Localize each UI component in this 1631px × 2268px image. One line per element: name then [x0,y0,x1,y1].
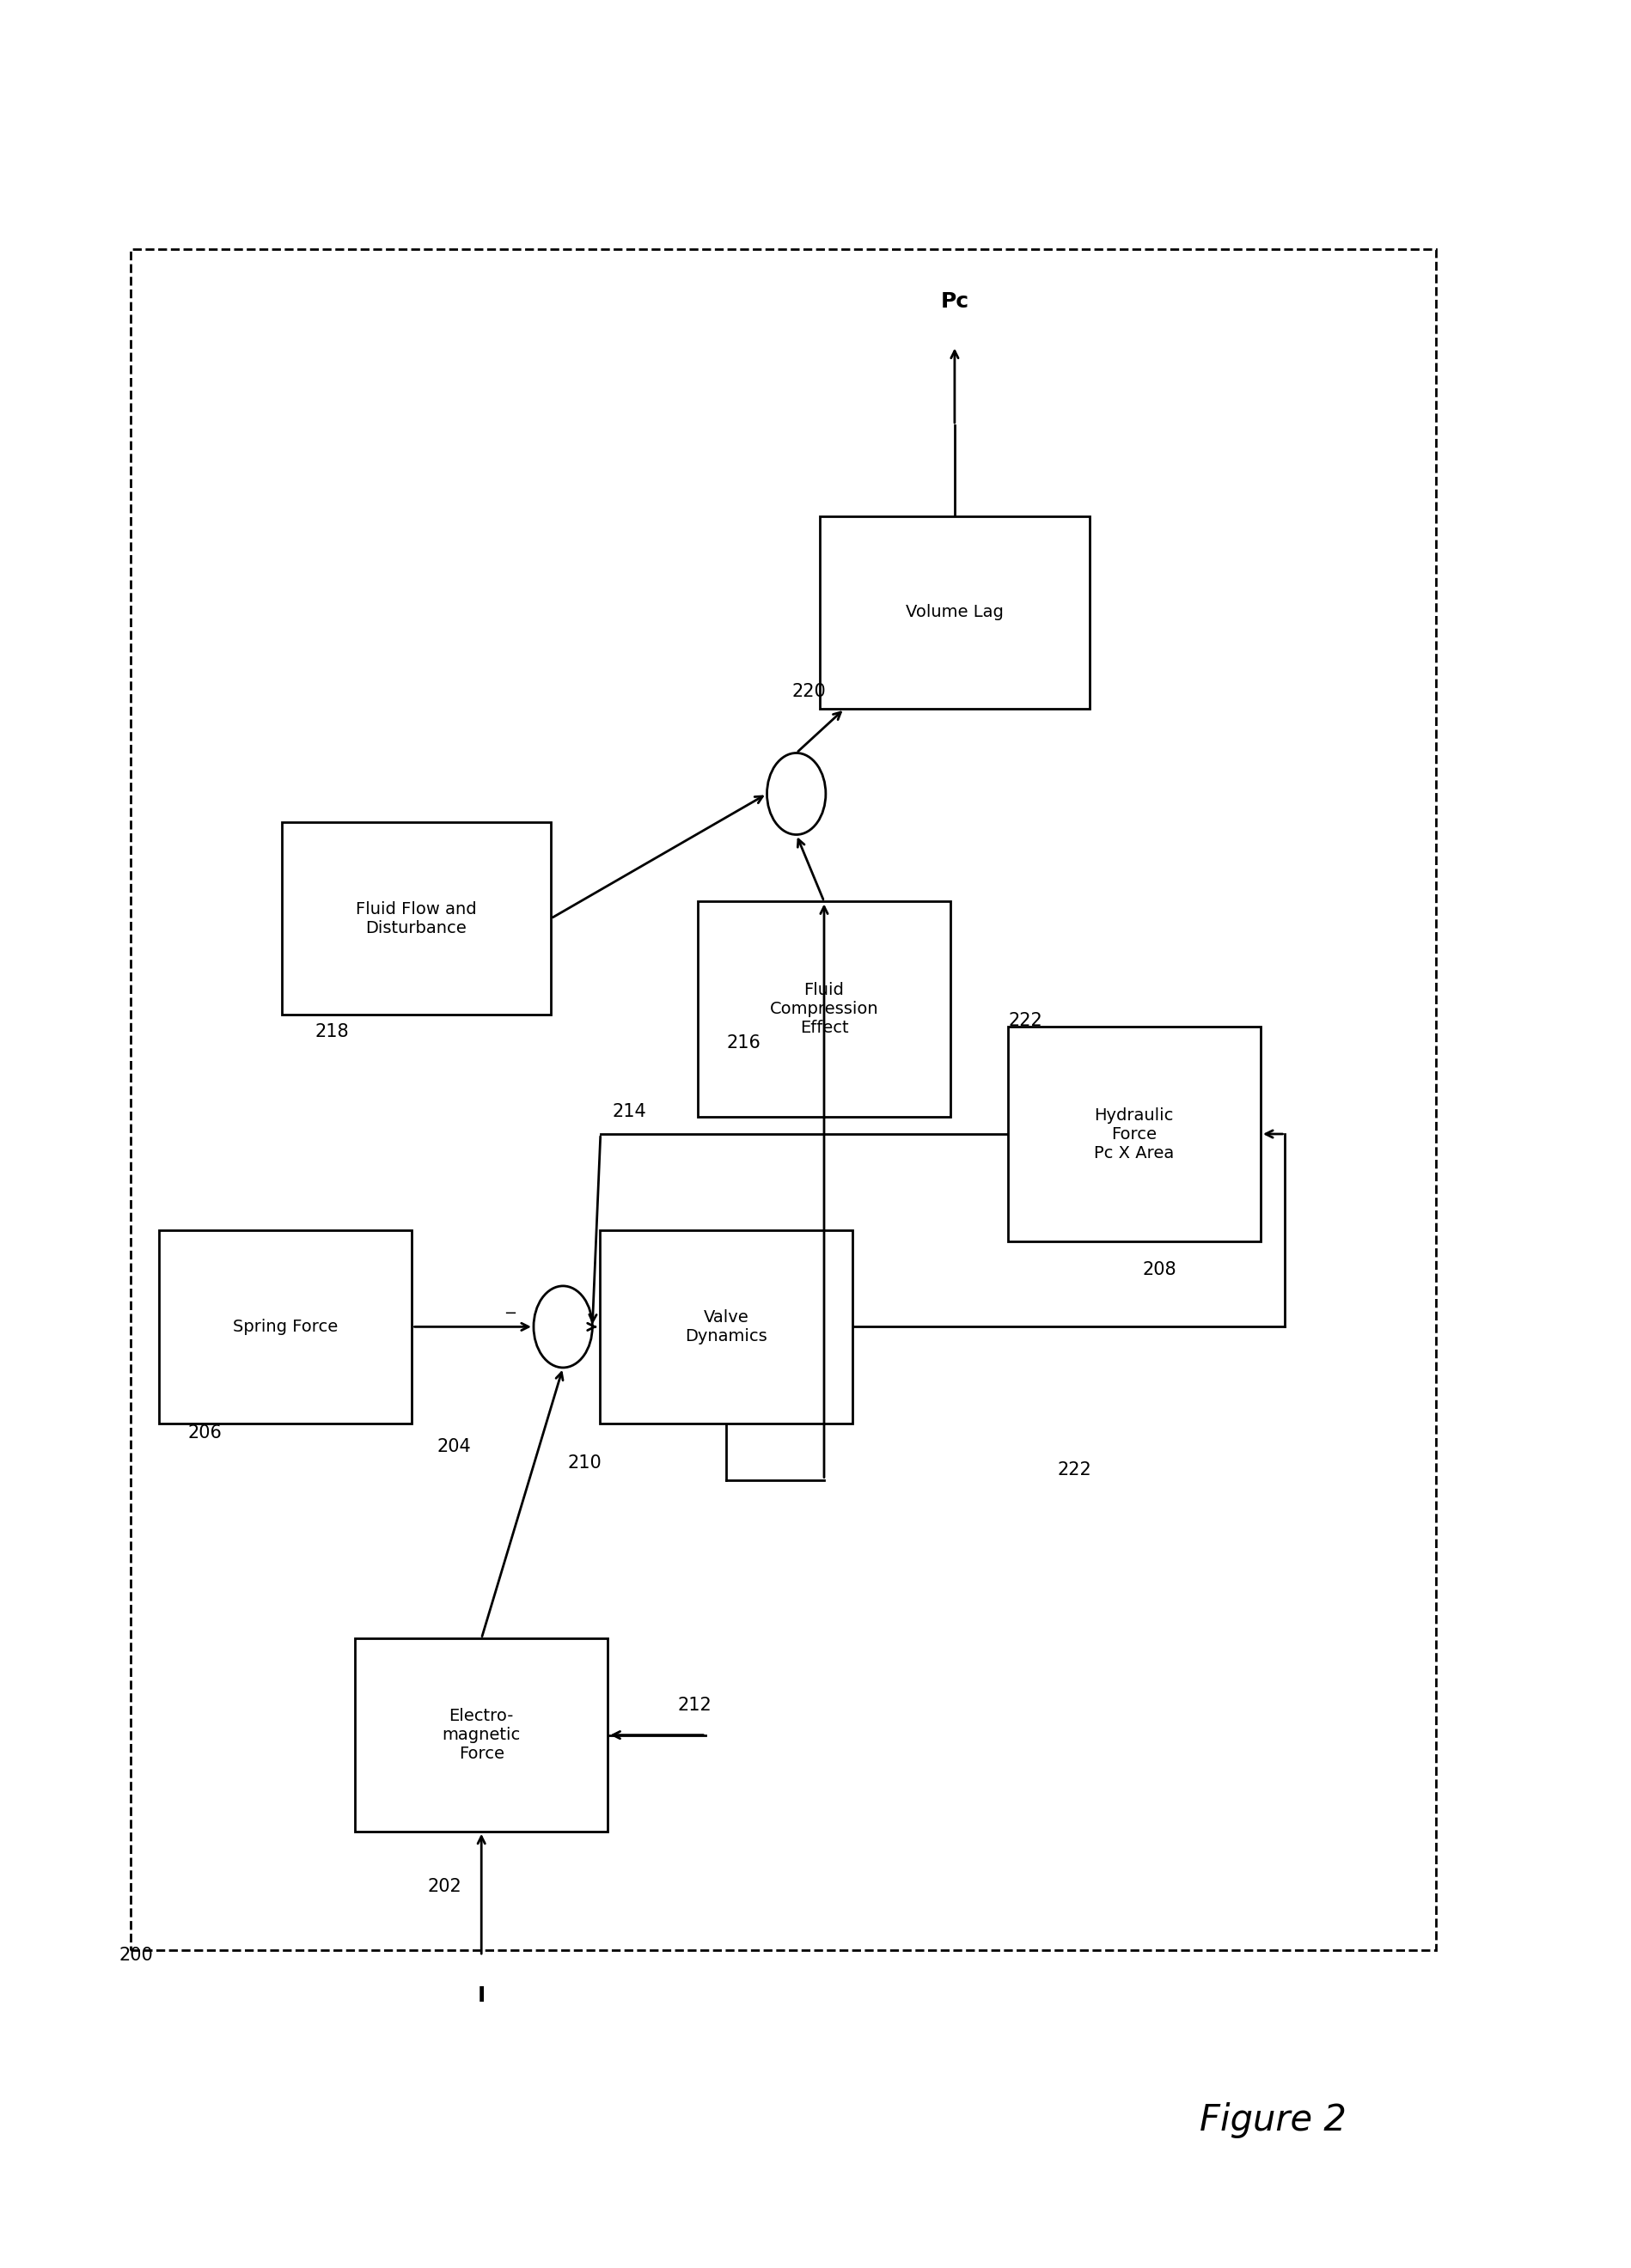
Text: Figure 2: Figure 2 [1199,2102,1346,2139]
Text: Pc: Pc [939,290,969,311]
Bar [1006,1025,1259,1241]
Bar [819,517,1090,708]
Text: 222: 222 [1008,1012,1042,1030]
Bar [130,249,1435,1950]
Text: 212: 212 [677,1696,711,1715]
Text: Hydraulic
Force
Pc X Area: Hydraulic Force Pc X Area [1093,1107,1174,1161]
Text: 214: 214 [612,1102,646,1120]
Text: 206: 206 [188,1424,222,1442]
Text: I: I [478,1987,484,2007]
Circle shape [533,1286,592,1368]
Text: Valve
Dynamics: Valve Dynamics [685,1309,767,1345]
Text: 204: 204 [437,1438,471,1456]
Text: Fluid Flow and
Disturbance: Fluid Flow and Disturbance [356,900,476,937]
Text: 202: 202 [427,1878,462,1896]
Text: 216: 216 [726,1034,760,1052]
Text: 222: 222 [1057,1461,1091,1479]
Text: 200: 200 [119,1946,153,1964]
Bar [698,900,951,1116]
Circle shape [767,753,825,835]
Text: 210: 210 [568,1454,602,1472]
Text: −: − [504,1306,517,1320]
Text: 218: 218 [315,1023,349,1041]
Bar [600,1229,851,1424]
Bar [354,1637,607,1833]
Text: Volume Lag: Volume Lag [905,603,1003,621]
Bar [281,823,550,1016]
Text: Spring Force: Spring Force [233,1318,338,1336]
Text: Electro-
magnetic
Force: Electro- magnetic Force [442,1708,520,1762]
Bar [158,1229,411,1424]
Text: Fluid
Compression
Effect: Fluid Compression Effect [770,982,877,1036]
Text: 208: 208 [1142,1261,1176,1279]
Text: 220: 220 [791,683,825,701]
